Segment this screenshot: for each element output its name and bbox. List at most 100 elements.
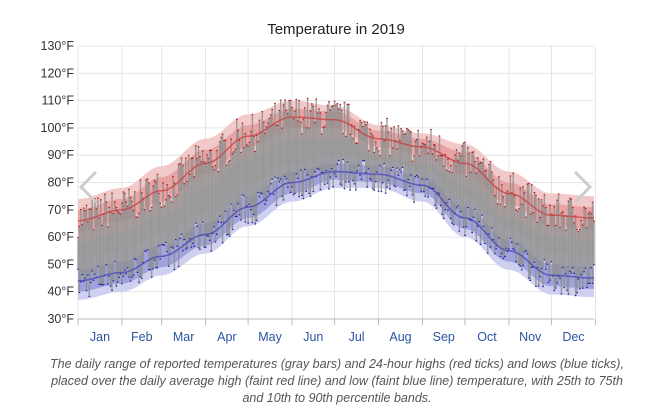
prev-year-button[interactable] [76,170,102,204]
daily-range-bar [560,213,563,294]
daily-range-bar [88,209,90,296]
low-tick [464,234,466,236]
low-tick [182,250,184,252]
high-tick [567,200,570,202]
low-tick [339,183,342,185]
low-tick [277,177,279,179]
high-tick [172,175,174,178]
high-tick [175,196,177,198]
low-tick [115,285,118,287]
low-tick [562,267,564,269]
high-tick [115,206,118,208]
high-tick [467,147,469,149]
daily-range-bar [530,185,533,267]
low-tick [194,222,197,224]
high-tick [511,192,513,194]
low-tick [236,215,238,217]
high-tick [377,150,380,152]
daily-range-bar [339,104,341,184]
low-tick [257,191,259,194]
daily-range-bar [343,102,346,189]
high-tick [437,155,439,157]
high-tick [82,207,85,209]
low-tick [328,188,330,190]
daily-range-bar [392,148,394,167]
low-tick [121,283,123,285]
low-tick [530,266,533,268]
high-tick [355,142,357,145]
low-tick [177,265,180,268]
daily-range-bar [291,107,293,187]
high-tick [216,149,218,152]
low-tick [370,179,373,181]
high-tick [506,190,509,192]
high-tick [296,120,299,122]
high-tick [396,148,398,150]
daily-range-bar [204,163,207,247]
high-tick [557,193,560,195]
x-tick-label: Dec [562,330,584,344]
daily-range-bar [540,200,543,268]
high-tick [190,157,193,160]
daily-range-bar [573,223,575,273]
high-tick [346,103,349,105]
low-tick [291,186,293,188]
daily-range-bar [220,137,222,222]
daily-range-bar [160,207,163,245]
low-tick [447,209,449,211]
low-tick [253,213,255,215]
daily-range-bar [114,202,116,261]
x-tick-label: Oct [477,330,497,344]
low-tick [408,185,411,187]
low-tick [261,193,264,195]
low-tick [233,209,235,211]
daily-range-bar [302,119,305,198]
low-tick [162,244,164,246]
daily-range-bar [454,155,456,213]
high-tick [386,117,388,119]
high-tick [345,135,347,138]
low-tick [92,279,95,281]
low-tick [132,274,135,276]
daily-range-bar [311,104,313,177]
low-tick [294,192,296,194]
low-tick [481,214,483,216]
high-tick [471,151,473,153]
high-tick [245,144,248,146]
low-tick [535,285,537,287]
daily-range-bar [539,217,541,276]
low-tick [455,207,458,209]
high-tick [211,166,214,168]
low-tick [416,174,418,176]
daily-range-bar [414,141,417,176]
high-tick [356,142,359,144]
low-tick [281,195,283,197]
low-tick [387,179,390,181]
daily-range-bar [550,214,553,261]
low-tick [365,172,367,174]
high-tick [133,191,136,193]
daily-range-bar [254,151,256,224]
low-tick [583,271,585,273]
daily-range-bar [375,142,377,181]
low-tick [219,215,221,217]
low-tick [474,208,476,210]
next-year-button[interactable] [569,170,595,204]
high-tick [299,121,302,123]
daily-range-bar [101,225,103,285]
high-tick [114,201,116,203]
low-tick [465,226,468,228]
daily-range-bar [579,229,581,289]
low-tick [167,265,170,267]
daily-range-bar [496,204,499,245]
daily-range-bar [387,132,390,180]
daily-range-bar [355,143,357,190]
low-tick [287,186,289,188]
high-tick [213,169,215,171]
daily-range-bar [590,214,592,268]
daily-range-bar [512,173,514,249]
low-tick [512,248,514,250]
high-tick [177,163,180,165]
daily-range-bar [426,137,428,179]
high-tick [445,169,448,171]
